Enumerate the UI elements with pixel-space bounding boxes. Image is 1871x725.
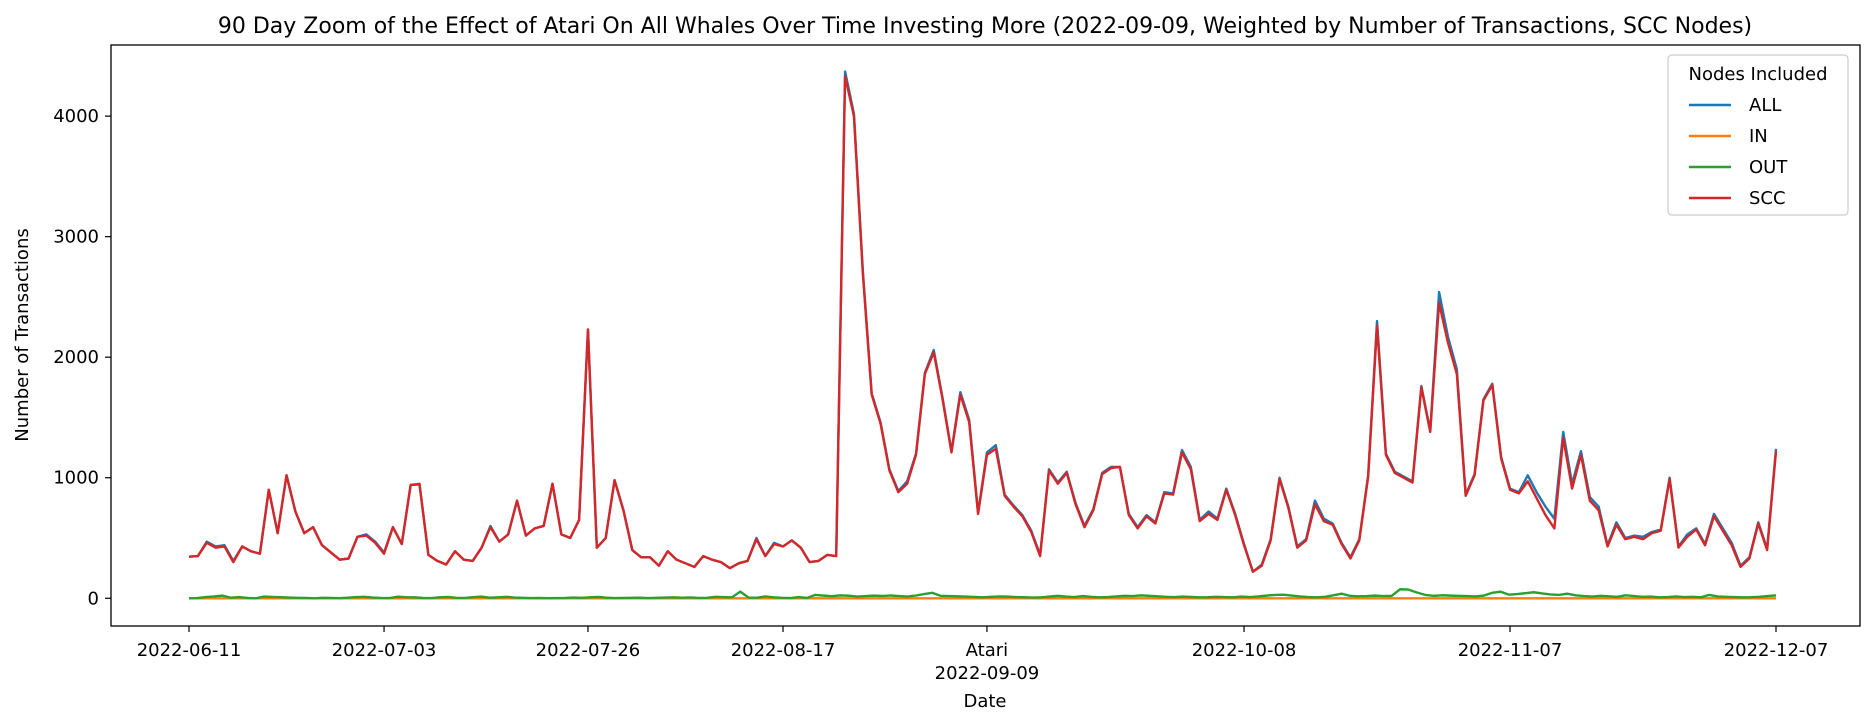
y-tick-label: 3000 — [53, 227, 99, 248]
x-tick-label: 2022-10-08 — [1192, 640, 1297, 661]
legend-label-out: OUT — [1749, 157, 1788, 178]
x-tick-label: 2022-06-11 — [137, 640, 242, 661]
x-tick-label: 2022-07-26 — [536, 640, 641, 661]
legend-label-in: IN — [1749, 126, 1768, 147]
y-tick-label: 1000 — [53, 468, 99, 489]
x-tick-label: 2022-11-07 — [1458, 640, 1563, 661]
legend-title: Nodes Included — [1688, 64, 1827, 85]
chart-title: 90 Day Zoom of the Effect of Atari On Al… — [218, 14, 1752, 39]
legend-label-all: ALL — [1749, 95, 1781, 116]
series-line-out — [188, 588, 1777, 600]
series-line-scc — [188, 75, 1778, 573]
y-tick-label: 2000 — [53, 347, 99, 368]
x-tick-label: 2022-12-07 — [1724, 640, 1829, 661]
event-date-label: 2022-09-09 — [935, 663, 1040, 684]
y-tick-label: 0 — [88, 588, 99, 609]
event-tick-label: Atari — [966, 640, 1009, 661]
legend-label-scc: SCC — [1749, 188, 1786, 209]
x-axis: 2022-06-11 2022-07-03 2022-07-26 2022-08-17… — [137, 626, 1829, 684]
plot-frame — [110, 44, 1861, 627]
legend-box — [1667, 54, 1849, 216]
legend: Nodes Included ALL IN OUT SCC — [1667, 54, 1849, 216]
x-axis-label: Date — [963, 691, 1006, 712]
y-tick-label: 4000 — [53, 106, 99, 127]
y-axis: 0 1000 2000 3000 4000 — [53, 106, 111, 609]
y-axis-label: Number of Transactions — [12, 228, 33, 441]
plot-area — [188, 70, 1778, 600]
x-tick-label: 2022-07-03 — [332, 640, 437, 661]
x-tick-label: 2022-08-17 — [731, 640, 836, 661]
